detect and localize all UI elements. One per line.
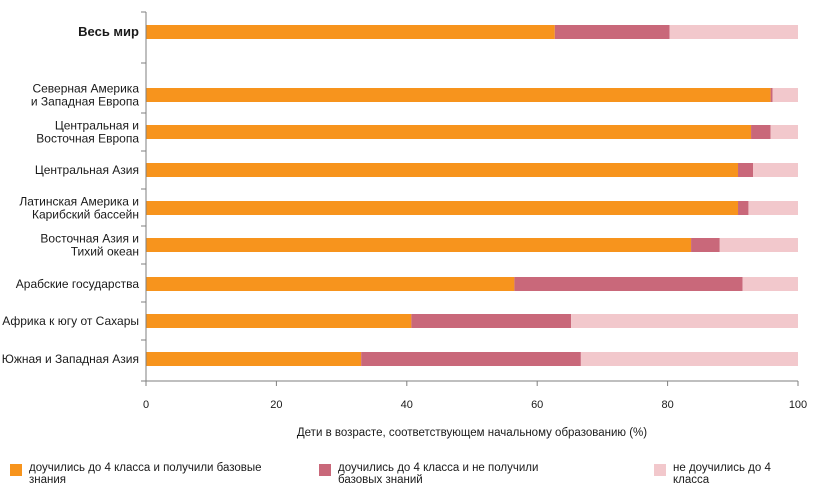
x-tick-label: 100 — [789, 399, 807, 411]
bar-segment — [146, 163, 739, 177]
bar-segment — [146, 25, 555, 39]
x-tick-label: 60 — [531, 399, 543, 411]
chart-legend: доучились до 4 класса и получили базовые… — [10, 462, 810, 492]
category-label: Южная и Западная Азия — [2, 352, 139, 366]
category-label: Северная Америка и Западная Европа — [31, 82, 139, 109]
legend-swatch-dropped-out — [654, 464, 666, 476]
bar-segment — [772, 88, 798, 102]
bar-segment — [514, 277, 743, 291]
category-label: Латинская Америка и Карибский бассейн — [19, 195, 139, 222]
bar-segment — [719, 238, 798, 252]
bar-segment — [742, 277, 798, 291]
bar-segment — [146, 201, 739, 215]
bar-segment — [146, 314, 412, 328]
legend-label-learned: доучились до 4 класса и получили базовые… — [29, 462, 262, 486]
legend-label-not-learned: доучились до 4 класса и не получили базо… — [338, 462, 539, 486]
category-label: Центральная Азия — [35, 163, 139, 177]
x-tick-label: 0 — [143, 399, 149, 411]
x-tick-label: 40 — [401, 399, 413, 411]
bar-segment — [691, 238, 720, 252]
bar-segment — [738, 163, 754, 177]
bar-segment — [669, 25, 798, 39]
bar-segment — [748, 201, 798, 215]
category-label: Африка к югу от Сахары — [2, 314, 139, 328]
x-tick-label: 80 — [661, 399, 673, 411]
bar-segment — [770, 88, 773, 102]
stacked-bar-chart: Весь мир Северная Америка и Западная Европ… — [2, 11, 807, 439]
bar-segment — [146, 125, 752, 139]
x-axis-title: Дети в возрасте, соответствующем начальн… — [297, 427, 647, 439]
legend-item-dropped-out: не доучились до 4 класса — [654, 462, 794, 486]
legend-swatch-learned — [10, 464, 22, 476]
category-label: Весь мир — [78, 24, 139, 39]
legend-item-learned: доучились до 4 класса и получили базовые… — [10, 462, 290, 486]
category-label: Арабские государства — [16, 277, 140, 291]
bar-segment — [146, 88, 771, 102]
legend-swatch-not-learned — [319, 464, 331, 476]
bar-segment — [554, 25, 670, 39]
bar-segment — [146, 238, 692, 252]
bar-segment — [571, 314, 798, 328]
legend-item-not-learned: доучились до 4 класса и не получили базо… — [319, 462, 569, 486]
bar-segment — [753, 163, 798, 177]
category-label: Центральная и Восточная Европа — [36, 119, 139, 146]
bar-segment — [411, 314, 572, 328]
legend-label-dropped-out: не доучились до 4 класса — [673, 462, 771, 486]
x-tick-label: 20 — [270, 399, 282, 411]
bar-segment — [751, 125, 771, 139]
bar-segment — [580, 352, 798, 366]
bar-segment — [361, 352, 581, 366]
bar-segment — [146, 352, 362, 366]
bar-segment — [770, 125, 798, 139]
bar-segment — [738, 201, 749, 215]
bar-segment — [146, 277, 515, 291]
category-label: Восточная Азия и Тихий океан — [40, 232, 139, 259]
